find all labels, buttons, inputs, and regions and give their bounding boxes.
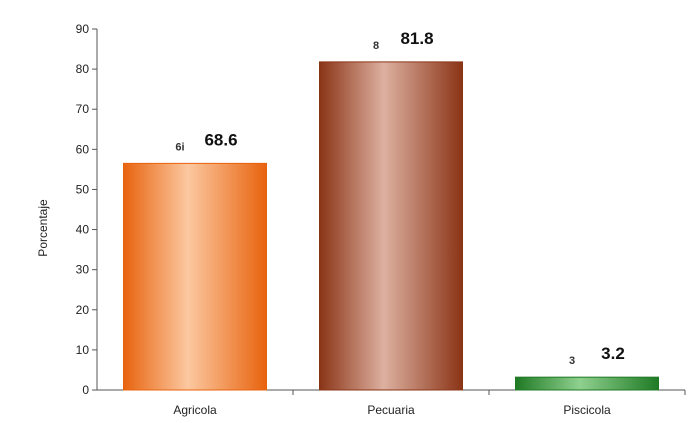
y-tick-label: 70 — [76, 102, 90, 116]
data-label-small: 6i — [175, 141, 184, 153]
y-tick-label: 20 — [76, 303, 90, 317]
y-tick-label: 0 — [82, 383, 89, 397]
x-category-label: Piscicola — [563, 403, 611, 417]
x-category-label: Pecuaria — [367, 403, 415, 417]
y-tick-label: 40 — [76, 223, 90, 237]
y-tick-label: 10 — [76, 343, 90, 357]
y-tick-label: 60 — [76, 142, 90, 156]
labels: Agricola 6i 68.6 Pecuaria 8 81.8 Piscicola 3 3.2 — [173, 29, 625, 417]
y-tick-label: 50 — [76, 182, 90, 196]
bar-piscicola — [515, 376, 659, 391]
data-label-value: 81.8 — [400, 29, 433, 48]
bars — [123, 61, 659, 391]
y-tick-label: 90 — [76, 22, 90, 36]
bar-agricola — [123, 162, 267, 391]
y-tick-label: 30 — [76, 263, 90, 277]
y-axis-label: Porcentaje — [36, 199, 50, 257]
data-label-small: 8 — [373, 40, 379, 52]
data-label-small: 3 — [569, 355, 575, 367]
x-category-label: Agricola — [173, 403, 217, 417]
bar-pecuaria — [319, 61, 463, 391]
data-label-value: 68.6 — [204, 130, 237, 149]
y-tick-label: 80 — [76, 62, 90, 76]
data-label-value: 3.2 — [601, 344, 625, 363]
